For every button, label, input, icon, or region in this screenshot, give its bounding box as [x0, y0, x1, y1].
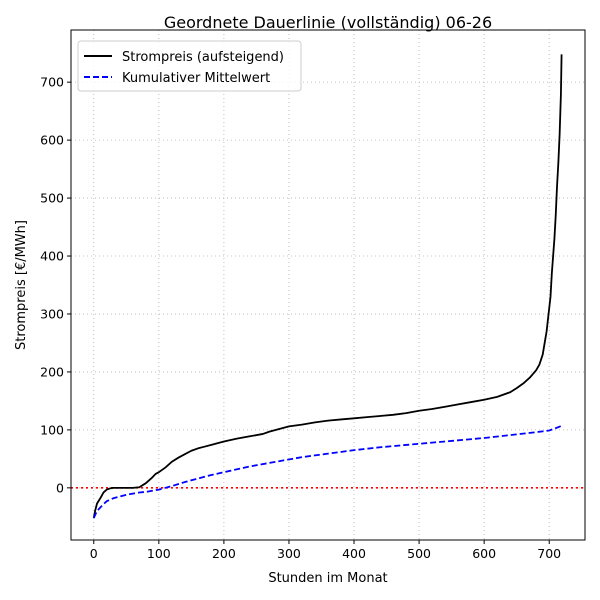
plot-frame [70, 29, 586, 541]
legend-label-strompreis: Strompreis (aufsteigend) [122, 50, 284, 65]
y-tick-label: 700 [40, 75, 64, 90]
x-tick-label: 400 [342, 546, 366, 561]
y-tick-label: 600 [40, 133, 64, 148]
y-tick-label: 0 [56, 480, 64, 495]
series-line-strompreis [92, 54, 563, 519]
y-tick-label: 400 [40, 249, 64, 264]
y-tick-label: 300 [40, 306, 64, 321]
chart-title: Geordnete Dauerlinie (vollständig) 06-26 [164, 13, 492, 32]
x-tick-label: 0 [90, 546, 98, 561]
y-tick-label: 200 [40, 364, 64, 379]
y-tick-label: 100 [40, 422, 64, 437]
x-tick-label: 600 [472, 546, 496, 561]
series-group [92, 54, 563, 519]
legend-label-mittelwert: Kumulativer Mittelwert [122, 71, 270, 86]
x-tick-label: 200 [212, 546, 236, 561]
legend-box [77, 40, 302, 92]
y-tick-label: 500 [40, 191, 64, 206]
x-tick-label: 300 [277, 546, 301, 561]
y-axis-label: Strompreis [€/MWh] [14, 220, 29, 350]
legend: Strompreis (aufsteigend) Kumulativer Mit… [77, 40, 302, 92]
x-axis: 0 100 200 300 400 500 600 700 [90, 540, 561, 561]
plot-area [71, 30, 585, 540]
x-tick-label: 500 [407, 546, 431, 561]
x-tick-label: 100 [147, 546, 171, 561]
x-tick-label: 700 [537, 546, 561, 561]
series-line-mittelwert [92, 424, 562, 519]
x-axis-label: Stunden im Monat [268, 571, 387, 586]
y-axis: 0 100 200 300 400 500 600 700 [40, 75, 71, 495]
